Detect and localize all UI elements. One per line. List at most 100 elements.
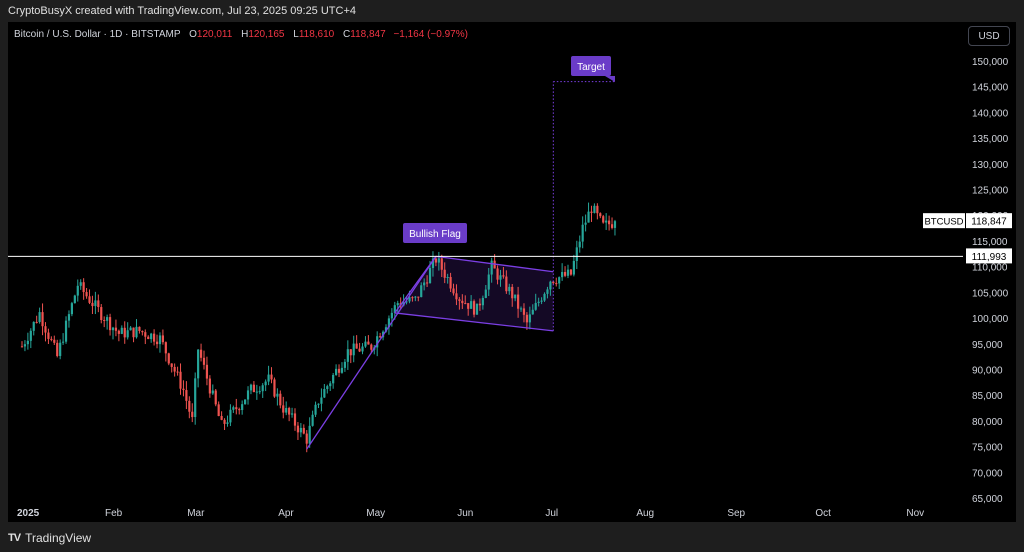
candle-body bbox=[352, 343, 355, 356]
x-tick-label: Feb bbox=[105, 508, 123, 519]
candle-body bbox=[355, 343, 358, 349]
candle-body bbox=[103, 320, 106, 322]
chart-area[interactable] bbox=[8, 22, 1016, 522]
currency-button[interactable]: USD bbox=[968, 26, 1010, 46]
candle-body bbox=[185, 390, 188, 401]
candle-body bbox=[516, 294, 520, 309]
candle-body bbox=[191, 411, 194, 418]
footer-bar: TV TradingView bbox=[0, 522, 1024, 552]
candle-body bbox=[100, 307, 103, 321]
candle-body bbox=[423, 282, 426, 286]
candle-body bbox=[238, 409, 241, 411]
tradingview-brand[interactable]: TV TradingView bbox=[8, 531, 91, 545]
candle-body bbox=[558, 277, 561, 284]
symbol-tag-box bbox=[923, 213, 965, 229]
candle-body bbox=[569, 269, 573, 275]
candle-body bbox=[138, 326, 141, 331]
candle-body bbox=[150, 333, 153, 340]
candle-body bbox=[170, 363, 173, 367]
change-value: −1,164 (−0.97%) bbox=[393, 29, 468, 40]
candle-body bbox=[311, 414, 314, 426]
x-tick-label: May bbox=[366, 508, 385, 519]
y-tick-label: 70,000 bbox=[972, 468, 1003, 479]
candle-body bbox=[252, 384, 256, 393]
candle-body bbox=[340, 367, 344, 373]
candle-body bbox=[607, 220, 611, 225]
candle-body bbox=[202, 357, 206, 365]
candle-body bbox=[537, 301, 540, 303]
candle-body bbox=[555, 283, 558, 285]
candle-body bbox=[572, 260, 575, 275]
candle-body bbox=[320, 397, 323, 404]
candle-body bbox=[519, 308, 523, 310]
candle-body bbox=[502, 275, 505, 277]
candle-body bbox=[481, 297, 484, 306]
candle-body bbox=[53, 339, 56, 343]
candle-body bbox=[94, 300, 97, 307]
candle-body bbox=[255, 391, 258, 393]
candle-body bbox=[123, 327, 126, 338]
candle-body bbox=[214, 390, 217, 405]
candle-body bbox=[44, 326, 47, 333]
candle-body bbox=[220, 416, 223, 420]
candle-body bbox=[581, 224, 584, 242]
candle-body bbox=[349, 349, 352, 356]
candle-body bbox=[443, 269, 446, 278]
candle-body bbox=[610, 224, 614, 228]
candle-body bbox=[408, 297, 411, 302]
y-tick-label: 80,000 bbox=[972, 417, 1003, 428]
y-tick-label: 95,000 bbox=[972, 340, 1003, 351]
candle-body bbox=[587, 211, 590, 223]
candle-body bbox=[405, 301, 408, 303]
flag-upper-line bbox=[435, 255, 554, 273]
low-label: L bbox=[293, 29, 299, 40]
candle-body bbox=[241, 404, 244, 410]
candle-body bbox=[223, 419, 226, 424]
candle-body bbox=[76, 285, 79, 296]
candle-body bbox=[152, 333, 156, 342]
candle-body bbox=[393, 305, 396, 313]
candle-body bbox=[332, 374, 335, 384]
candle-body bbox=[449, 277, 452, 289]
candle-body bbox=[525, 314, 529, 323]
candle-body bbox=[566, 269, 570, 276]
candle-body bbox=[85, 292, 88, 297]
candle-body bbox=[514, 294, 517, 299]
y-tick-label: 75,000 bbox=[972, 443, 1003, 454]
candle-body bbox=[41, 312, 44, 327]
y-tick-label: 125,000 bbox=[972, 186, 1009, 197]
candle-body bbox=[246, 390, 250, 400]
candle-body bbox=[490, 260, 493, 275]
x-tick-label: 2025 bbox=[17, 508, 40, 519]
symbol-name: Bitcoin / U.S. Dollar · 1D · BITSTAMP bbox=[14, 29, 181, 40]
candle-body bbox=[552, 281, 555, 284]
candle-body bbox=[23, 344, 27, 347]
candle-body bbox=[199, 349, 203, 358]
candle-body bbox=[464, 303, 467, 305]
candle-body bbox=[599, 213, 602, 217]
candle-body bbox=[511, 286, 514, 299]
candle-body bbox=[273, 379, 276, 397]
candle-body bbox=[67, 314, 71, 321]
candle-body bbox=[364, 341, 367, 347]
candle-body bbox=[261, 385, 264, 392]
x-tick-label: Jun bbox=[457, 508, 473, 519]
y-tick-label: 100,000 bbox=[972, 314, 1009, 325]
y-tick-label: 65,000 bbox=[972, 494, 1003, 505]
candle-body bbox=[478, 303, 482, 306]
candle-body bbox=[499, 275, 502, 280]
candle-body bbox=[308, 425, 311, 444]
y-tick-label: 110,000 bbox=[972, 263, 1008, 274]
open-label: O bbox=[189, 29, 197, 40]
candle-body bbox=[390, 312, 393, 319]
candle-body bbox=[288, 408, 291, 415]
flag-lower-line bbox=[394, 312, 554, 332]
candle-body bbox=[141, 330, 144, 333]
candle-body bbox=[70, 303, 74, 315]
open-value: 120,011 bbox=[196, 29, 233, 40]
candle-body bbox=[305, 433, 308, 444]
candle-body bbox=[505, 276, 508, 292]
y-tick-label: 130,000 bbox=[972, 160, 1009, 171]
candle-body bbox=[56, 342, 59, 356]
